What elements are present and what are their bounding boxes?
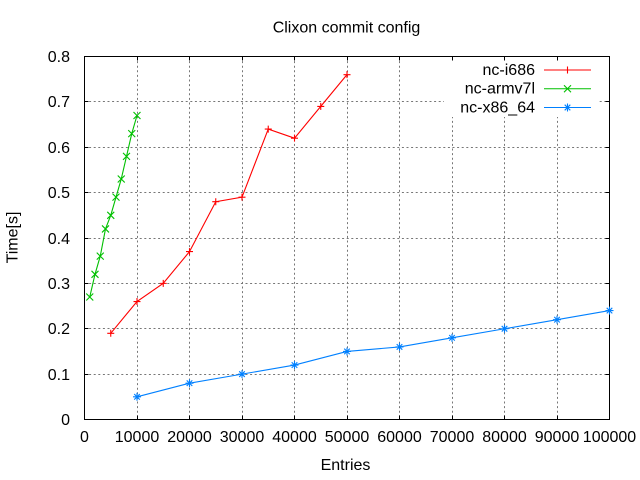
svg-text:20000: 20000 (167, 429, 212, 446)
svg-text:nc-x86_64: nc-x86_64 (460, 99, 535, 116)
svg-text:70000: 70000 (430, 429, 475, 446)
svg-text:Entries: Entries (321, 457, 371, 474)
svg-text:90000: 90000 (535, 429, 580, 446)
svg-text:30000: 30000 (220, 429, 265, 446)
svg-text:40000: 40000 (272, 429, 317, 446)
svg-text:0: 0 (80, 429, 89, 446)
svg-text:100000: 100000 (583, 429, 636, 446)
svg-text:0.5: 0.5 (48, 185, 70, 202)
svg-text:0.7: 0.7 (48, 94, 70, 111)
svg-text:10000: 10000 (115, 429, 160, 446)
svg-text:Time[s]: Time[s] (5, 212, 22, 264)
svg-text:nc-i686: nc-i686 (483, 62, 536, 79)
svg-text:0.2: 0.2 (48, 321, 70, 338)
svg-text:0.3: 0.3 (48, 276, 70, 293)
svg-text:nc-armv7l: nc-armv7l (465, 81, 535, 98)
svg-text:60000: 60000 (377, 429, 422, 446)
svg-text:80000: 80000 (482, 429, 527, 446)
svg-text:0.4: 0.4 (48, 231, 70, 248)
svg-text:0.6: 0.6 (48, 140, 70, 157)
svg-text:50000: 50000 (325, 429, 370, 446)
svg-text:0.1: 0.1 (48, 367, 70, 384)
svg-text:Clixon commit config: Clixon commit config (273, 20, 421, 37)
svg-text:0.8: 0.8 (48, 49, 70, 66)
svg-text:0: 0 (61, 412, 70, 429)
